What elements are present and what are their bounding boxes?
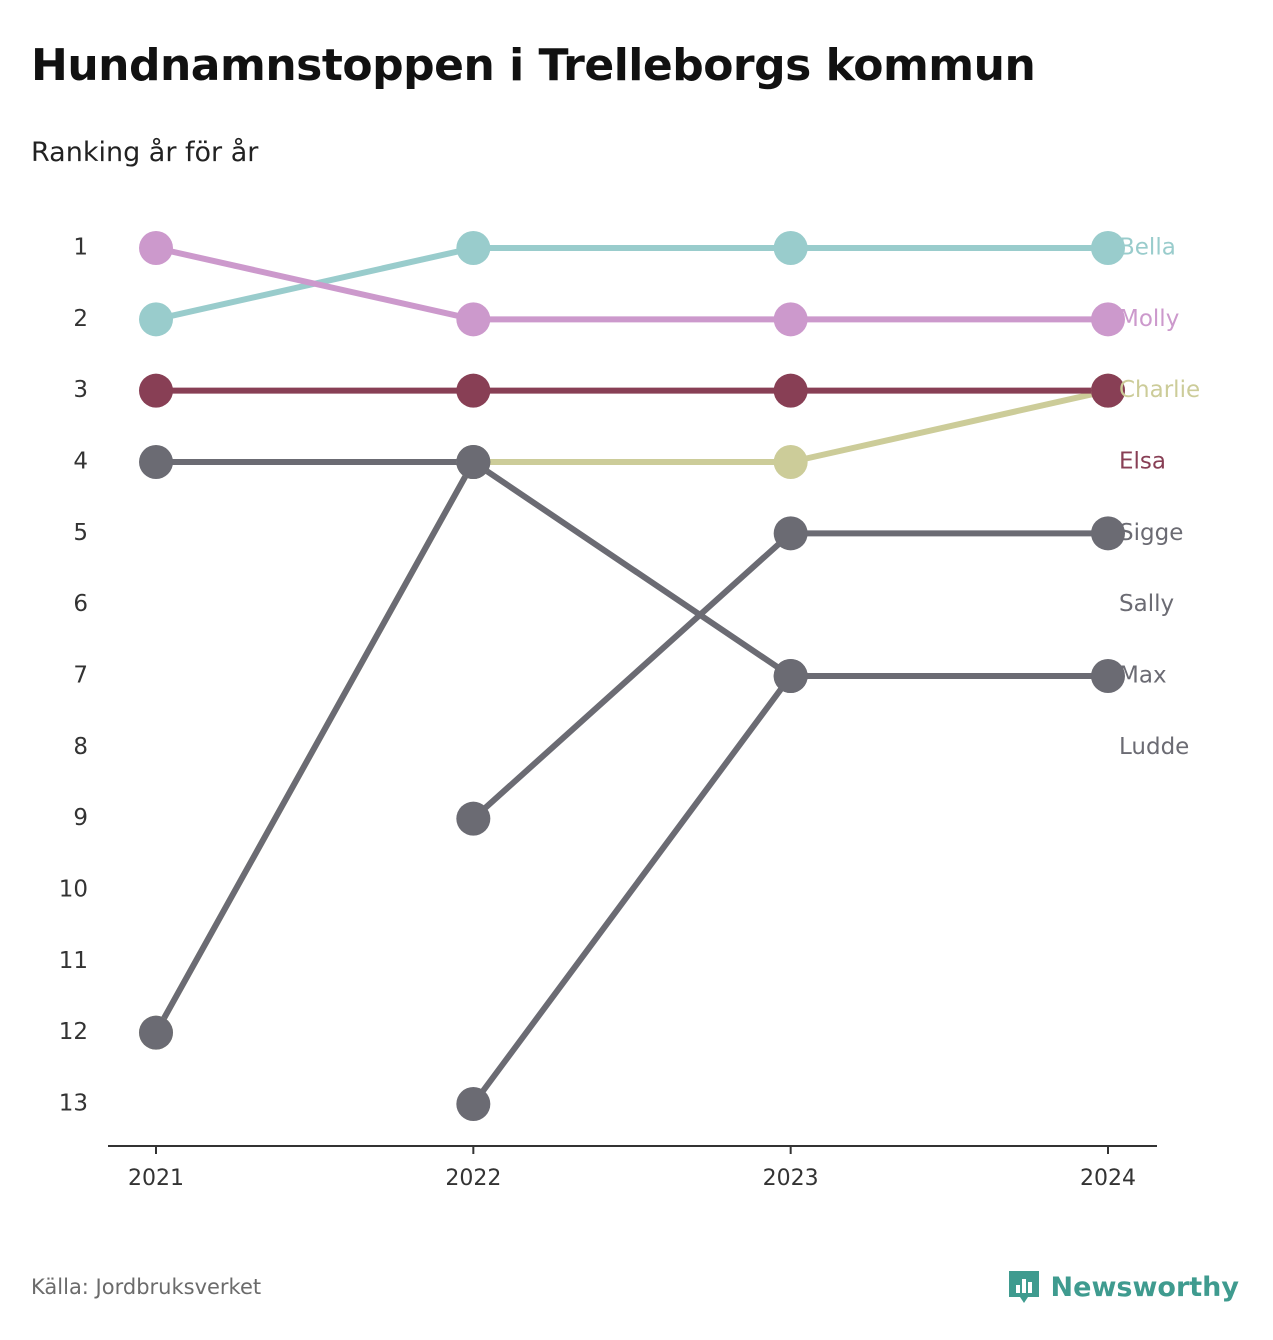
series-line-charlie: [153, 387, 1111, 1036]
series-point-charlie-2023: [773, 445, 808, 479]
series-label-ludde: Ludde: [1119, 734, 1189, 760]
y-tick-label-11: 11: [59, 948, 88, 974]
series-point-ludde-2022: [456, 445, 491, 479]
series-point-ludde-2023: [773, 659, 808, 693]
x-axis: 2021 2022 2023 2024: [108, 1145, 1157, 1191]
y-tick-label-3: 3: [73, 377, 88, 403]
x-tick-label-2023: 2023: [763, 1166, 819, 1191]
series-label-max: Max: [1119, 663, 1167, 689]
newsworthy-logo-icon: [1008, 1271, 1039, 1303]
y-tick-label-4: 4: [73, 449, 88, 475]
series-lines: [153, 245, 1111, 1107]
x-tick-label-2024: 2024: [1080, 1166, 1136, 1191]
series-point-elsa-2021: [139, 373, 173, 408]
series-point-max-2022: [456, 1087, 491, 1121]
brand-logo: Newsworthy: [1007, 1268, 1239, 1306]
series-point-ludde-2021: [139, 1015, 173, 1050]
series-point-molly-2024: [1091, 302, 1125, 337]
series-point-sally-2021: [139, 445, 173, 479]
y-tick-label-12: 12: [59, 1019, 88, 1045]
series-point-bella-2021: [139, 302, 173, 337]
series-point-max-2024: [1091, 659, 1125, 693]
series-point-molly-2021: [139, 231, 173, 265]
series-label-charlie: Charlie: [1119, 377, 1200, 403]
series-point-sigge-2024: [1091, 516, 1125, 551]
series-point-bella-2024: [1091, 231, 1125, 265]
y-tick-label-8: 8: [73, 734, 88, 760]
x-tick-label-2021: 2021: [128, 1166, 184, 1191]
y-tick-label-10: 10: [59, 877, 88, 903]
series-points: [139, 231, 1125, 1121]
series-point-bella-2023: [773, 231, 808, 265]
series-label-bella: Bella: [1119, 235, 1176, 261]
series-point-sigge-2023: [773, 516, 808, 551]
y-tick-label-7: 7: [73, 663, 88, 689]
series-label-sally: Sally: [1119, 591, 1174, 617]
y-tick-label-6: 6: [73, 591, 88, 617]
series-point-elsa-2022: [456, 373, 491, 408]
y-tick-label-13: 13: [59, 1091, 88, 1117]
y-tick-label-5: 5: [73, 520, 88, 546]
series-point-molly-2022: [456, 302, 491, 337]
series-point-bella-2022: [456, 231, 491, 265]
chart-title: Hundnamnstoppen i Trelleborgs kommun: [31, 40, 1036, 91]
series-label-molly: Molly: [1119, 306, 1179, 332]
x-tick-label-2022: 2022: [445, 1166, 501, 1191]
series-line-molly: [153, 245, 1111, 323]
series-label-elsa: Elsa: [1119, 449, 1166, 475]
series-point-elsa-2024: [1091, 373, 1125, 408]
series-labels: Bella Molly Charlie Elsa Sigge Sally Max Ludde: [1119, 235, 1200, 760]
source-note: Källa: Jordbruksverket: [31, 1275, 262, 1299]
series-label-sigge: Sigge: [1119, 520, 1183, 546]
y-tick-label-9: 9: [73, 805, 88, 831]
y-tick-label-1: 1: [73, 235, 88, 261]
chart-subtitle: Ranking år för år: [31, 137, 259, 168]
series-line-max: [470, 673, 1111, 1107]
series-point-molly-2023: [773, 302, 808, 337]
series-point-elsa-2023: [773, 373, 808, 408]
brand-name: Newsworthy: [1050, 1271, 1239, 1303]
series-point-sigge-2022: [456, 801, 491, 836]
series-line-bella: [153, 245, 1111, 323]
y-tick-label-2: 2: [73, 306, 88, 332]
series-line-ludde: [153, 459, 794, 1036]
